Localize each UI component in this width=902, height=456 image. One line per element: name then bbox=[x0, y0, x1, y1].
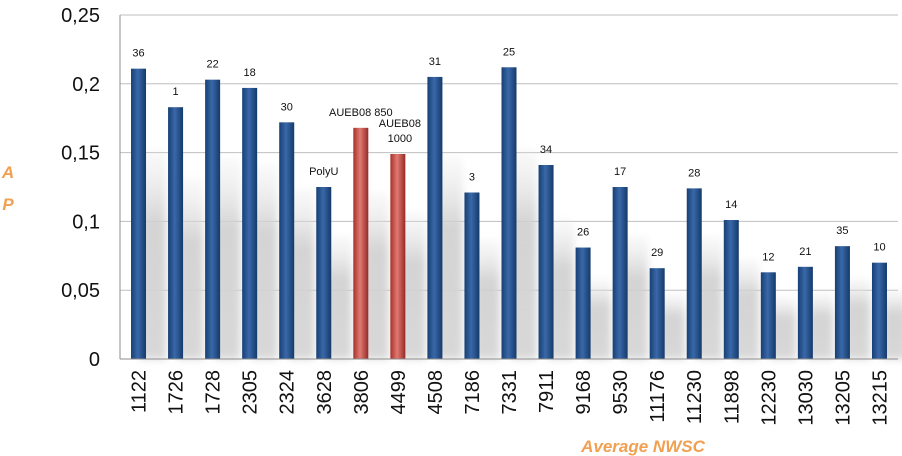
y-tick-labels: 0 0,05 0,1 0,15 0,2 0,25 bbox=[61, 5, 100, 371]
x-tick-label: 11176 bbox=[647, 370, 669, 423]
bar bbox=[575, 247, 591, 359]
bar-data-label: 31 bbox=[429, 56, 441, 68]
x-tick-label: 7331 bbox=[499, 370, 521, 415]
bar bbox=[871, 262, 887, 359]
x-tick-label: 12230 bbox=[758, 370, 780, 426]
bar bbox=[464, 192, 480, 359]
y-tick-label: 0,05 bbox=[61, 280, 100, 302]
x-tick-label: 7911 bbox=[536, 370, 558, 413]
bar bbox=[760, 272, 776, 359]
bar bbox=[686, 188, 702, 359]
bar-data-label: 30 bbox=[281, 101, 293, 113]
bar bbox=[797, 266, 813, 359]
bar-data-label: 18 bbox=[244, 67, 256, 79]
bar bbox=[205, 79, 221, 359]
bar bbox=[168, 107, 184, 359]
bar-data-label: 35 bbox=[836, 225, 848, 237]
x-tick-label: 7186 bbox=[462, 370, 484, 415]
bar-data-label: 36 bbox=[132, 48, 144, 60]
y-axis-title-line-1: A bbox=[1, 163, 14, 182]
x-tick-label: 2324 bbox=[277, 370, 299, 415]
bar-data-label: PolyU bbox=[309, 166, 338, 178]
bar-data-label: 1 bbox=[173, 86, 179, 98]
x-tick-label: 4508 bbox=[425, 370, 447, 415]
bar-data-label: AUEB08 bbox=[379, 118, 421, 130]
bar-highlight bbox=[353, 127, 369, 359]
x-axis-title: Average NWSC bbox=[580, 437, 705, 456]
x-tick-label: 13205 bbox=[832, 370, 854, 426]
y-tick-label: 0,15 bbox=[61, 143, 100, 165]
bar bbox=[501, 67, 517, 360]
y-axis-title-line-2: P bbox=[2, 195, 14, 214]
bar-highlight bbox=[390, 153, 406, 359]
bar-data-label: 26 bbox=[577, 227, 589, 239]
x-tick-label: 1726 bbox=[166, 370, 188, 415]
x-tick-label: 3806 bbox=[351, 370, 373, 415]
bar-data-label: 14 bbox=[725, 199, 737, 211]
x-tick-label: 9168 bbox=[573, 370, 595, 415]
x-tick-label: 3628 bbox=[314, 370, 336, 415]
bar bbox=[612, 187, 628, 359]
bar-data-label: 28 bbox=[688, 167, 700, 179]
axes bbox=[119, 15, 898, 360]
bar-data-label: 10 bbox=[873, 242, 885, 254]
bars bbox=[131, 67, 887, 360]
x-tick-label: 4499 bbox=[388, 370, 410, 415]
bar bbox=[279, 122, 295, 359]
x-tick-label: 11230 bbox=[684, 370, 706, 424]
bar-data-label: 12 bbox=[762, 251, 774, 263]
bar bbox=[427, 76, 443, 360]
bar-data-label: 25 bbox=[503, 46, 515, 58]
y-tick-label: 0 bbox=[89, 349, 100, 371]
y-tick-label: 0,25 bbox=[61, 5, 100, 27]
bar-data-label: AUEB08 850 bbox=[329, 107, 393, 119]
x-tick-label: 11898 bbox=[721, 370, 743, 424]
bar-data-label: 34 bbox=[540, 144, 552, 156]
x-tick-label: 9530 bbox=[610, 370, 632, 415]
bar bbox=[649, 268, 665, 359]
bar-data-label: 29 bbox=[651, 247, 663, 259]
x-tick-labels: 1122 1726 1728 2305 2324 3628 3806 4499 4508 7186… bbox=[129, 370, 892, 426]
bar-data-label: 22 bbox=[206, 59, 218, 71]
bar bbox=[316, 187, 332, 359]
bar-data-label: 1000 bbox=[388, 133, 412, 145]
bar-data-label: 17 bbox=[614, 166, 626, 178]
bar bbox=[723, 220, 739, 359]
x-tick-label: 13215 bbox=[869, 370, 891, 426]
bar-data-label: 3 bbox=[469, 172, 475, 184]
y-tick-label: 0,2 bbox=[72, 74, 100, 96]
y-tick-label: 0,1 bbox=[72, 211, 100, 233]
x-tick-label: 1122 bbox=[129, 370, 151, 413]
bar bbox=[834, 246, 850, 359]
bar bbox=[131, 68, 147, 359]
x-tick-label: 2305 bbox=[240, 370, 262, 415]
bar-data-label: 21 bbox=[799, 246, 811, 258]
bar bbox=[538, 164, 554, 359]
x-tick-label: 13030 bbox=[795, 370, 817, 426]
x-tick-label: 1728 bbox=[203, 370, 225, 415]
bar bbox=[242, 87, 258, 359]
